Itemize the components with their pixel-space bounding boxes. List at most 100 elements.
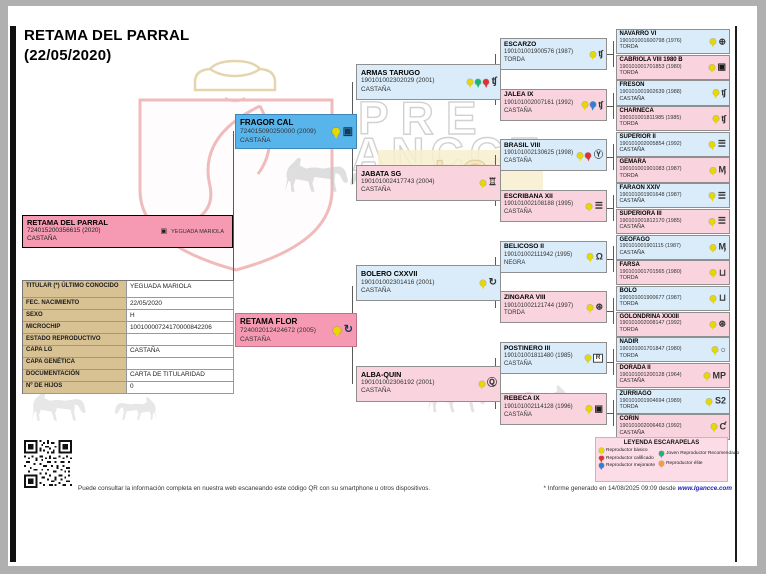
rosette-group [599,448,604,453]
yellow-rosette-icon [710,244,716,251]
wheel-icon: ⊛ [595,301,603,312]
yellow-rosette-icon [708,64,715,71]
pedigree-box: FARSA 190101001701565 (1980) TORDA ⊔ [616,260,730,286]
pedigree-box: BRASIL VIII 190101002130625 (1998) CASTA… [500,139,607,172]
horse-name: DORADA II [619,364,651,371]
horse-number: 190101001701565 (1980) [619,269,682,276]
row-value: CASTAÑA [130,347,160,355]
generation-4-column: ESCARZO 190101001900576 (1987) TORDA ʧ J… [500,38,607,425]
horse-icons: ʧ [712,88,726,97]
yellow-rosette-icon [333,326,342,334]
pedigree-box: CABRIOLA VIII 1980 B 190101001701853 (19… [616,54,730,80]
rosette-group [599,455,604,461]
table-row: MICROCHIP 10010000724170000842206 [23,322,234,335]
qr-code [24,440,72,488]
horse-icons: Ⓨ [577,150,603,160]
connector-line [607,54,614,55]
row-value: H [130,311,135,319]
circle-icon: ○ [720,344,726,355]
horse-coat: CASTAÑA [619,198,645,205]
green-rosette-icon [659,451,664,456]
shield-icon: ⊔ [718,267,726,278]
rosette-group [709,321,716,328]
yellow-rosette-icon [709,321,716,328]
horse-coat: TORDA [619,275,639,282]
table-row: CAPA LG CASTAÑA [23,345,234,358]
horse-coat: TORDA [619,121,639,128]
subject-info-table: TITULAR (*) ÚLTIMO CONOCIDO YEGUADA MARI… [22,280,234,394]
pedigree-box: ZURRIAGO 190101001904694 (1989) TORDA S2 [616,388,730,414]
q-circle-icon: Ⓠ [487,377,497,389]
horse-name: ZINGARA VIII [504,293,546,301]
yellow-rosette-icon [467,79,474,85]
horse-icons: ☰ [709,216,726,226]
horse-icons: ⊔ [710,268,726,277]
table-row: TITULAR (*) ÚLTIMO CONOCIDO YEGUADA MARI… [23,281,234,299]
legend-column-1: Reproductor básico Reproductor calificad… [599,448,655,468]
horse-name: GOLONDRINA XXXIII [619,313,679,320]
horse-number: 190101002130625 (1998) [504,150,574,157]
horse-icons: S2 [706,395,726,406]
red-rosette-icon [483,79,490,85]
table-row: FEC. NACIMIENTO 22/05/2020 [23,298,234,311]
horse-icons: ⊛ [709,319,726,329]
horse-icons: ▣ [708,62,726,72]
yellow-rosette-icon [577,152,584,159]
row-value: YEGUADA MARIOLA [130,282,192,290]
rosette-group [478,380,485,387]
connector-line [607,208,614,209]
owner-group: ▣ YEGUADA MARIOLA [160,228,224,235]
yellow-rosette-icon [711,423,717,430]
horse-icons: ʧ [712,114,726,123]
qr-note: Puede consultar la información completa … [78,485,431,492]
horse-number: 190101001904694 (1989) [619,397,682,404]
horse-icons: Ӎ [710,242,726,252]
yellow-rosette-icon [709,38,716,45]
yellow-rosette-icon [479,179,486,186]
legend-item: Reproductor calificado [599,456,655,461]
horse-coat: TORDA [619,69,639,76]
pedigree-box: BOLERO CXXVII 190101002301416 (2001) CAS… [356,265,501,302]
ladder-brand-icon: ☰ [717,190,726,201]
yellow-rosette-icon [584,355,591,362]
pedigree-box: ALBA-QUIN 190101002306192 (2001) CASTAÑA… [356,365,501,402]
horse-name: ALBA-QUIN [361,369,402,379]
horse-coat: CASTAÑA [504,107,532,114]
s2-brand-icon: S2 [714,395,726,406]
horse-name: BRASIL VIII [504,141,541,149]
yellow-rosette-icon [710,269,717,276]
horse-number: 190101001812170 (1985) [619,217,682,224]
yellow-rosette-icon [480,280,487,287]
footer-note: * Informe generado en 14/08/2025 09:09 d… [543,485,678,492]
horse-name: REBECA IX [504,395,540,403]
rosette-legend: LEYENDA ESCARAPELAS Reproductor básico R… [595,437,739,482]
pedigree-box: CHARNECA 190101001811985 (1985) TORDA ʧ [616,106,730,132]
green-rosette-icon [475,79,482,85]
horse-icons: Ⓠ [478,377,497,389]
horse-coat: CASTAÑA [619,429,645,436]
row-label: TITULAR (*) ÚLTIMO CONOCIDO [23,281,127,298]
boxed-r-icon: R [593,353,603,363]
horse-coat: TORDA [619,352,639,359]
rosette-group [709,38,716,45]
pedigree-box: SUPERIORA III 190101001812170 (1985) CAS… [616,208,730,234]
page-title-date: (22/05/2020) [24,46,112,64]
row-label: FEC. NACIMIENTO [23,298,127,310]
rosette-group [704,372,710,379]
row-value: 0 [130,383,134,391]
horse-name: CABRIOLA VIII 1980 B [619,56,683,63]
legend-item: Reproductor élite [659,461,739,466]
rosette-group [581,101,596,108]
horse-number: 190101001902639 (1988) [619,89,682,96]
horse-number: 190101002121744 (1997) [504,302,574,309]
lgancce-link[interactable]: www.lgancce.com [677,485,732,492]
rosette-group [659,461,664,466]
owner-name: YEGUADA MARIOLA [171,228,224,235]
cross-circle-icon: ⊕ [718,36,726,47]
connector-line [233,131,234,330]
row-value: 10010000724170000842206 [130,323,212,331]
pedigree-box: CORIN 190101002006463 (1992) CASTAÑA Ƈ [616,414,730,440]
breeder-brand-icon: ▣ [160,228,168,235]
horse-number: 190101001900576 (1987) [504,49,574,56]
generation-3-column: ARMAS TARUGO 190101002302029 (2001) CAST… [356,64,501,402]
